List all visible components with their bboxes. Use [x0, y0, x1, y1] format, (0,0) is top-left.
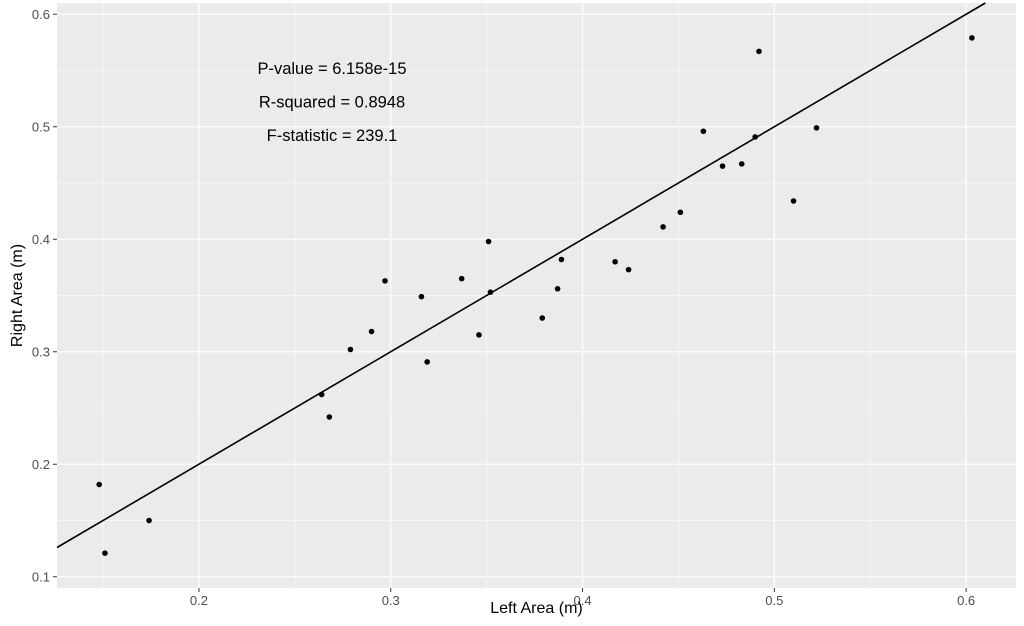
y-tick-label: 0.5 [32, 119, 50, 134]
data-point [102, 550, 108, 556]
data-point [738, 161, 745, 167]
data-point [790, 198, 797, 204]
data-point [424, 359, 430, 365]
data-point [756, 48, 762, 55]
data-point [625, 266, 632, 273]
annotations: P-value = 6.158e-15 R-squared = 0.8948 F-s… [257, 60, 406, 145]
y-axis-title: Right Area (m) [9, 244, 26, 347]
major-grid [57, 3, 1016, 588]
data-point [719, 163, 726, 169]
data-point [969, 35, 975, 41]
x-tick-label: 0.4 [573, 593, 591, 608]
data-point [539, 315, 546, 321]
data-point [476, 332, 482, 338]
fit-line [56, 2, 986, 549]
data-point [458, 275, 465, 282]
y-tick-label: 0.2 [32, 457, 50, 472]
y-axis: 0.1 0.2 0.3 0.4 0.5 0.6 [32, 7, 57, 584]
x-tick-label: 0.6 [957, 593, 975, 608]
y-tick-label: 0.6 [32, 7, 50, 22]
data-point [554, 285, 561, 292]
data-point [418, 293, 425, 300]
annotation-text: R-squared = 0.8948 [259, 94, 405, 112]
data-point [558, 256, 565, 263]
data-point [382, 278, 388, 284]
x-tick-label: 0.2 [190, 593, 208, 608]
data-point [347, 346, 354, 353]
data-point [485, 238, 492, 245]
data-point [368, 328, 375, 335]
x-tick-label: 0.5 [765, 593, 783, 608]
data-point [612, 258, 618, 265]
data-point [660, 224, 666, 230]
y-tick-label: 0.3 [32, 344, 50, 359]
data-point [677, 209, 684, 216]
y-tick-label: 0.1 [32, 569, 50, 584]
x-axis: 0.2 0.3 0.4 0.5 0.6 [190, 588, 975, 608]
data-point [146, 517, 152, 524]
x-tick-label: 0.3 [382, 593, 400, 608]
data-point [813, 125, 820, 131]
data-point [96, 481, 102, 488]
annotation-text: P-value = 6.158e-15 [257, 60, 406, 78]
data-point [700, 128, 707, 135]
annotation-text: F-statistic = 239.1 [267, 127, 398, 145]
fit-line-group [56, 2, 986, 549]
x-axis-title: Left Area (m) [490, 600, 582, 617]
y-tick-label: 0.4 [32, 232, 50, 247]
data-point [326, 414, 333, 420]
